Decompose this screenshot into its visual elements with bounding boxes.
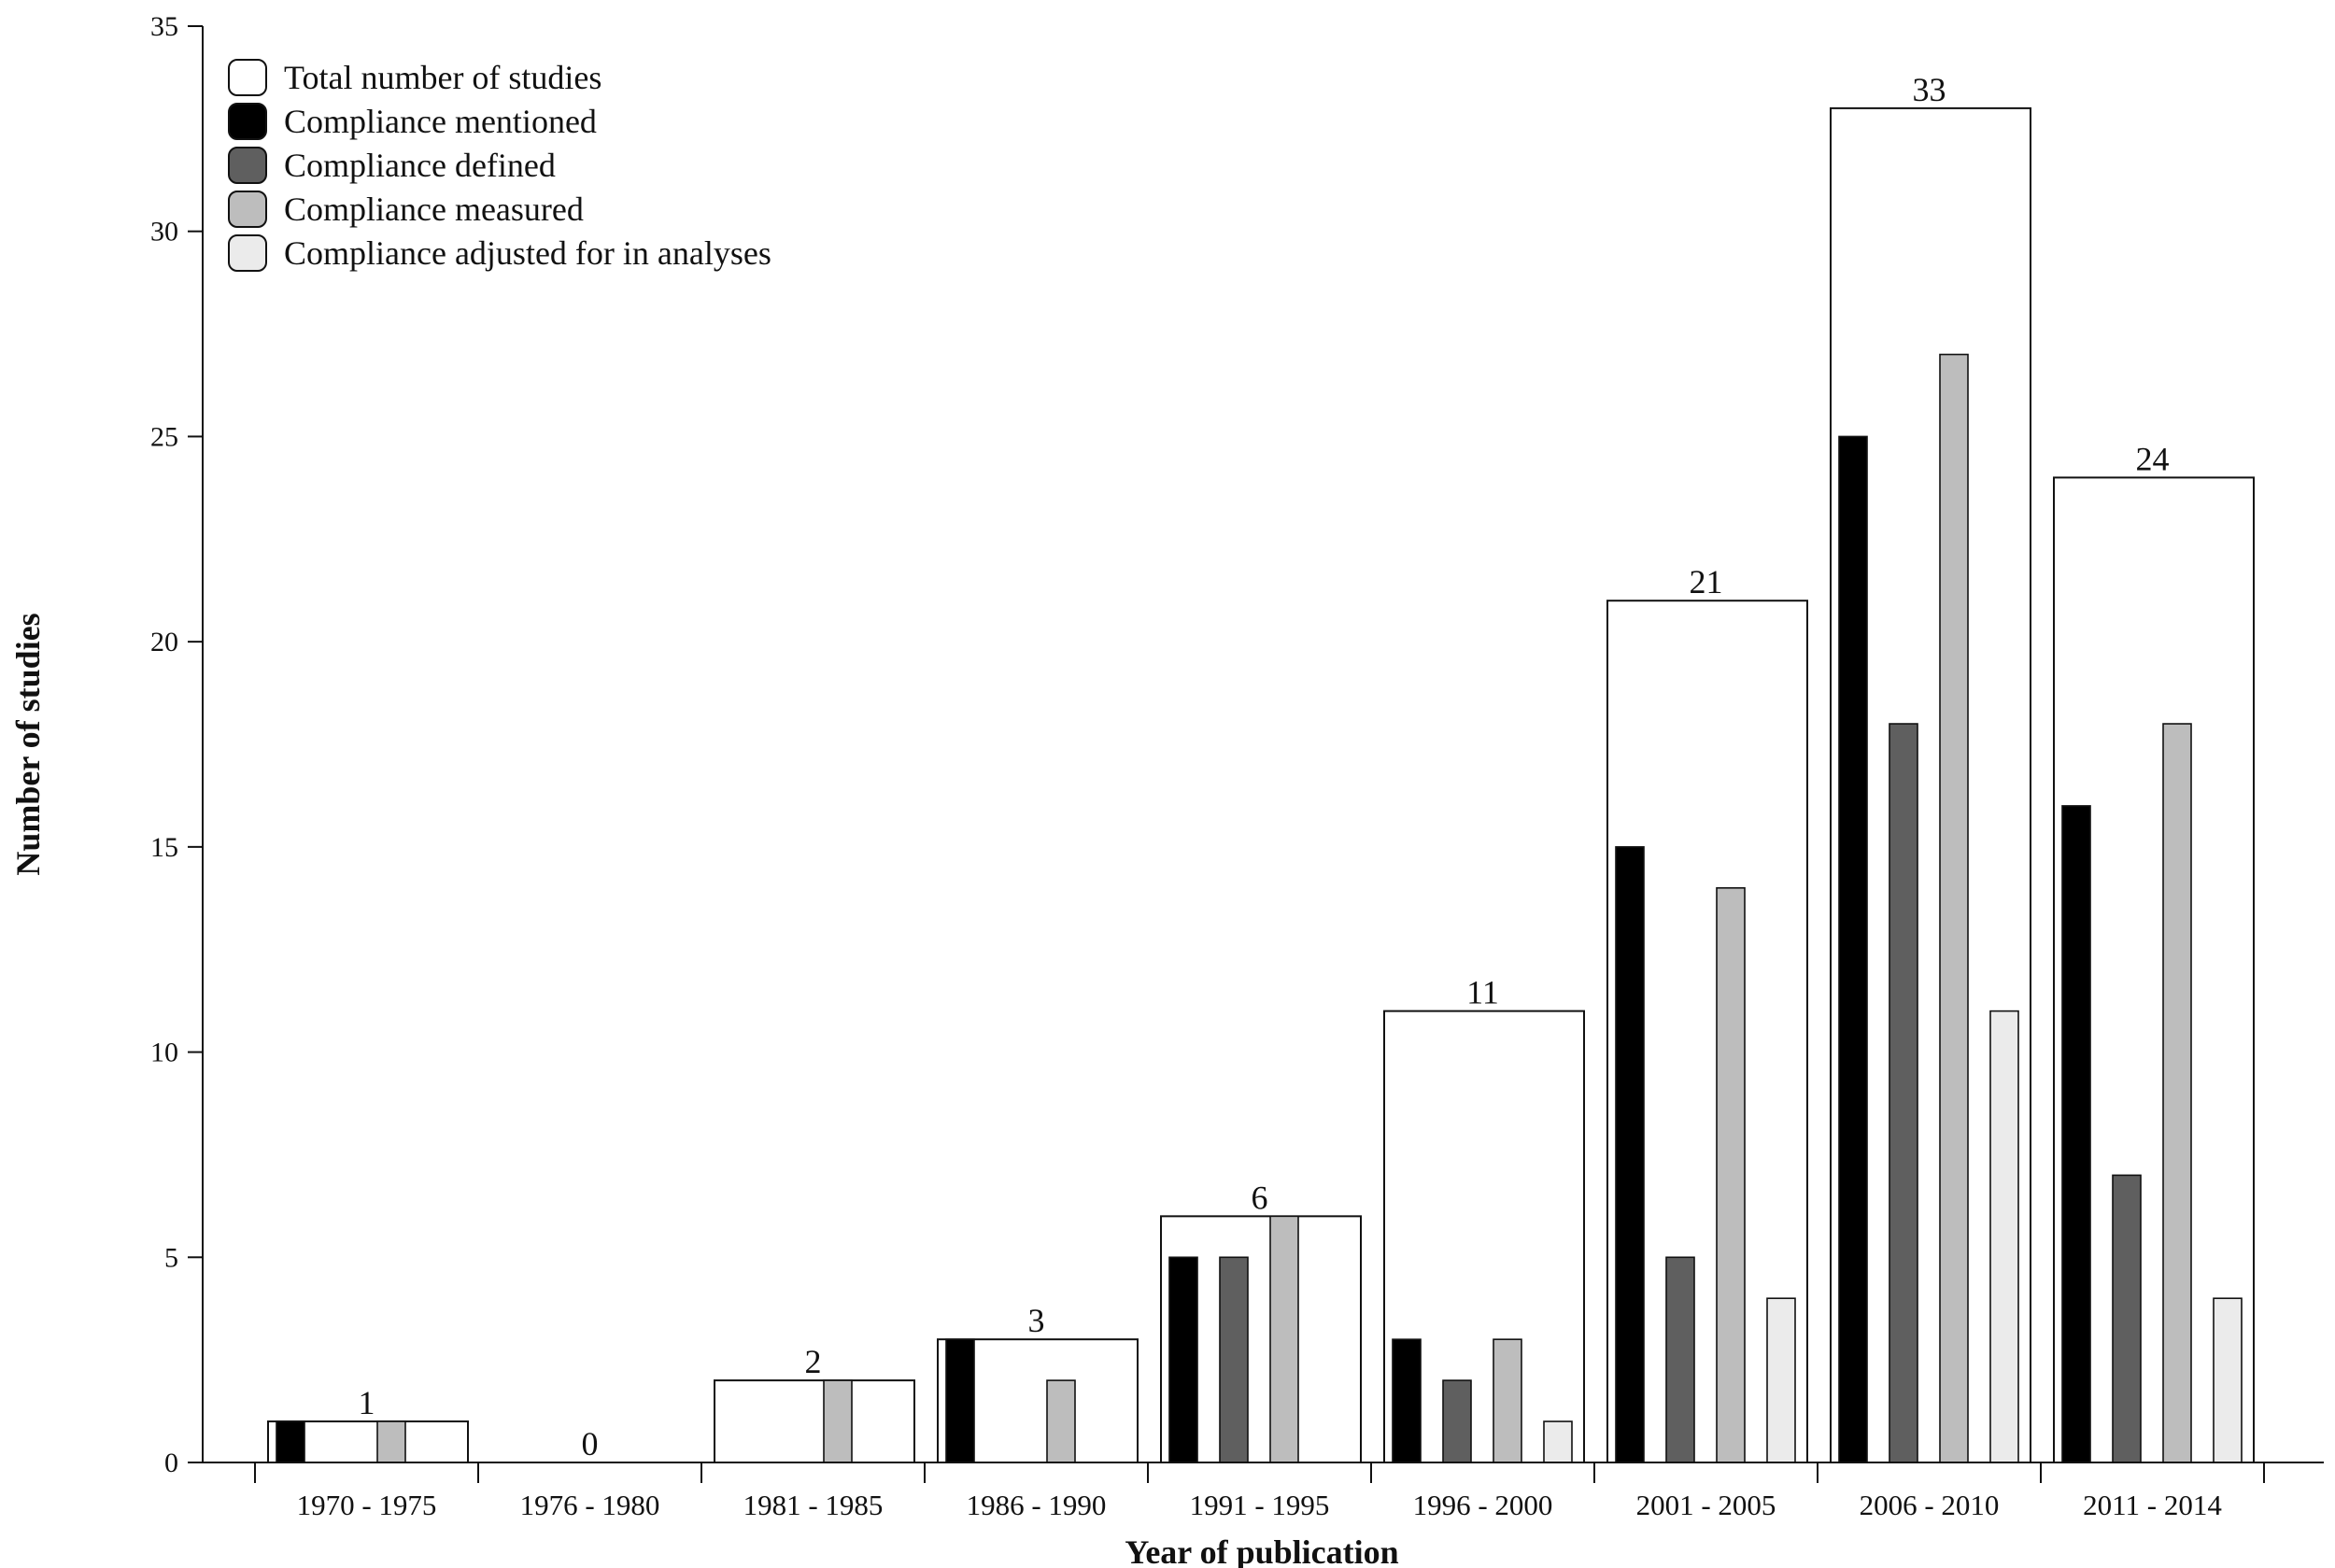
bar-compliance-adjusted-for-in-analyses [1766,1297,1796,1463]
total-data-label: 33 [1913,71,1946,108]
total-data-label: 11 [1466,974,1499,1011]
x-tick-label: 1970 - 1975 [297,1489,437,1521]
total-data-label: 21 [1690,563,1723,600]
legend-swatch [228,103,267,140]
total-data-label: 2 [805,1343,822,1380]
legend-swatch [228,191,267,228]
bar-compliance-measured [2162,723,2192,1463]
x-tick-label: 1991 - 1995 [1190,1489,1330,1521]
bar-compliance-measured [1269,1215,1299,1463]
bar-compliance-mentioned [1168,1256,1198,1463]
y-tick-label: 5 [164,1242,178,1273]
bar-compliance-measured [1493,1338,1522,1463]
bar-compliance-measured [823,1379,853,1463]
x-tick-label: 1986 - 1990 [967,1489,1107,1521]
bar-compliance-measured [1939,353,1969,1463]
legend-item: Compliance measured [228,191,584,228]
legend-item: Compliance mentioned [228,103,597,140]
y-tick-label: 30 [150,217,178,247]
y-axis-ticks: 0 5 10 15 20 25 30 35 [150,11,203,1478]
x-axis-ticks: 1970 - 1975 1976 - 1980 1981 - 1985 1986 - … [254,1462,2265,1521]
bar-total [714,1379,915,1463]
legend-label: Compliance adjusted for in analyses [284,234,771,272]
total-data-label: 1 [359,1384,375,1421]
bar-compliance-measured [1046,1379,1076,1463]
bar-compliance-measured [376,1420,406,1463]
legend-label: Compliance defined [284,147,556,184]
legend-swatch [228,59,267,96]
total-data-label: 0 [582,1425,599,1462]
plot-area: 1 0 2 3 6 11 21 33 24 [267,71,2255,1464]
y-axis-title: Number of studies [9,613,47,875]
total-data-label: 6 [1252,1179,1268,1216]
x-tick-label: 1981 - 1985 [743,1489,884,1521]
bar-compliance-adjusted-for-in-analyses [1543,1420,1573,1463]
bar-compliance-mentioned [2061,805,2091,1463]
bar-compliance-defined [1889,723,1918,1463]
legend-item: Total number of studies [228,59,601,96]
legend-swatch [228,147,267,184]
bar-compliance-adjusted-for-in-analyses [1989,1010,2019,1463]
x-tick-label: 2011 - 2014 [2083,1489,2222,1521]
x-tick-label: 2006 - 2010 [1860,1489,2000,1521]
bar-compliance-defined [1665,1256,1695,1463]
bar-compliance-measured [1716,886,1746,1463]
bar-compliance-mentioned [1615,846,1645,1463]
y-tick-label: 25 [150,421,178,452]
legend-label: Compliance mentioned [284,103,597,140]
y-tick-label: 20 [150,627,178,657]
bar-compliance-mentioned [276,1420,305,1463]
legend: Total number of studies Compliance mentio… [228,59,771,272]
total-data-label: 3 [1028,1302,1045,1339]
bar-compliance-mentioned [945,1338,975,1463]
bar-compliance-defined [2112,1174,2142,1463]
x-tick-label: 1976 - 1980 [520,1489,660,1521]
y-tick-label: 0 [164,1448,178,1478]
y-tick-label: 15 [150,832,178,863]
y-tick-label: 35 [150,11,178,42]
x-tick-label: 1996 - 2000 [1413,1489,1553,1521]
y-tick-label: 10 [150,1038,178,1068]
bar-compliance-defined [1442,1379,1472,1463]
bar-compliance-mentioned [1392,1338,1422,1463]
bar-compliance-mentioned [1838,435,1868,1463]
x-axis-title: Year of publication [1125,1533,1398,1568]
bar-compliance-adjusted-for-in-analyses [2213,1297,2243,1463]
legend-item: Compliance adjusted for in analyses [228,234,771,272]
legend-item: Compliance defined [228,147,556,184]
bar-compliance-defined [1219,1256,1249,1463]
x-tick-label: 2001 - 2005 [1636,1489,1776,1521]
legend-swatch [228,234,267,272]
legend-label: Compliance measured [284,191,584,228]
legend-label: Total number of studies [284,59,601,96]
total-data-label: 24 [2136,440,2170,477]
